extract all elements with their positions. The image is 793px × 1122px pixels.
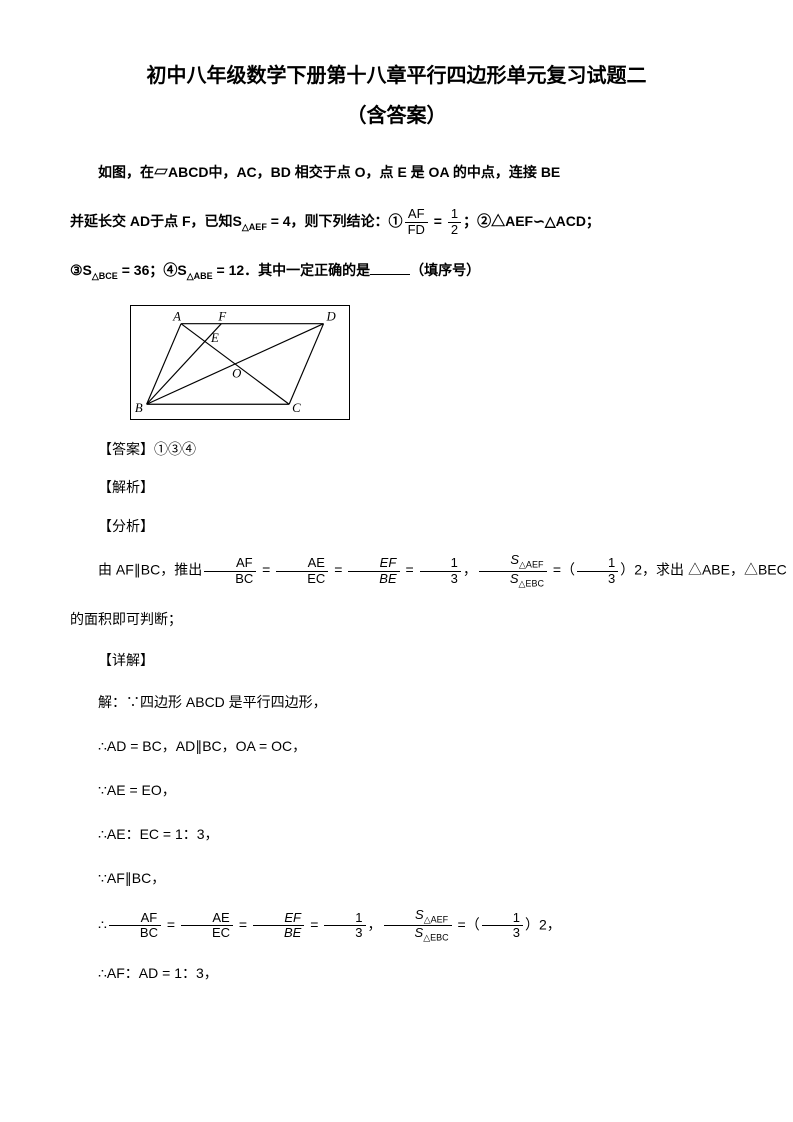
numerator: EF: [348, 556, 399, 571]
text: = 12．其中一定正确的是: [213, 262, 371, 278]
text: =: [330, 562, 346, 578]
fraction: 13: [577, 556, 618, 586]
subscript: △ABE: [187, 271, 213, 281]
fraction: AFFD: [405, 207, 428, 237]
text: =（: [549, 562, 575, 578]
text: =（: [454, 916, 480, 932]
page-title: 初中八年级数学下册第十八章平行四边形单元复习试题二: [70, 60, 723, 92]
text: =: [258, 562, 274, 578]
text: ，: [463, 562, 477, 578]
denominator: BE: [253, 926, 304, 940]
svg-text:O: O: [232, 367, 241, 381]
fraction: S△AEFS△EBC: [384, 908, 452, 944]
fraction: 13: [324, 911, 365, 941]
denominator: 3: [482, 926, 523, 940]
numerator: 1: [448, 207, 461, 222]
numerator: S△AEF: [384, 908, 452, 926]
blank-line: [370, 261, 410, 275]
numerator: EF: [253, 911, 304, 926]
denominator: 2: [448, 223, 461, 237]
text: = 36；④S: [118, 262, 187, 278]
fraction: AFBC: [204, 556, 256, 586]
numerator: 1: [420, 556, 461, 571]
svg-text:A: A: [172, 310, 181, 324]
fraction: 13: [482, 911, 523, 941]
text: （填序号）: [410, 262, 480, 278]
text: ；②△AEF∽△ACD；: [463, 213, 600, 229]
fraction: AEEC: [276, 556, 328, 586]
step-1: 解：∵四边形 ABCD 是平行四边形，: [70, 688, 723, 716]
step-5: ∵AF∥BC，: [70, 864, 723, 892]
denominator: BE: [348, 572, 399, 586]
text: ∴: [98, 916, 107, 932]
text: ）2，: [525, 916, 561, 932]
svg-text:B: B: [135, 401, 143, 415]
numerator: 1: [482, 911, 523, 926]
text: ）2，求出 △ABE，△BEC: [620, 562, 786, 578]
numerator: AF: [109, 911, 161, 926]
text: 并延长交 AD于点 F，已知S: [70, 213, 242, 229]
text: =: [235, 916, 251, 932]
numerator: AE: [276, 556, 328, 571]
fenxi-line-end: 的面积即可判断；: [70, 605, 723, 633]
numerator: AF: [204, 556, 256, 571]
text: = 4，则下列结论：①: [267, 213, 403, 229]
denominator: BC: [204, 572, 256, 586]
denominator: 3: [324, 926, 365, 940]
text: ③S: [70, 262, 92, 278]
text: =: [430, 213, 446, 229]
xiangjie-header: 【详解】: [70, 649, 723, 671]
problem-line-3: ③S△BCE = 36；④S△ABE = 12．其中一定正确的是 （填序号）: [70, 255, 723, 287]
step-4: ∴AE：EC = 1：3，: [70, 820, 723, 848]
denominator: S△EBC: [479, 572, 547, 589]
numerator: 1: [324, 911, 365, 926]
subscript: △AEF: [242, 222, 267, 232]
svg-text:C: C: [292, 401, 301, 415]
answer-value: ①③④: [154, 441, 196, 457]
geometry-diagram: A B C D EF O: [130, 305, 350, 420]
denominator: EC: [181, 926, 233, 940]
step-7: ∴AF：AD = 1：3，: [70, 959, 723, 987]
denominator: BC: [109, 926, 161, 940]
denominator: 3: [420, 572, 461, 586]
answer-label: 【答案】: [98, 441, 154, 457]
text: =: [163, 916, 179, 932]
fenxi-header: 【分析】: [70, 515, 723, 537]
svg-text:E: E: [210, 331, 219, 345]
denominator: FD: [405, 223, 428, 237]
fenxi-line: 由 AF∥BC，推出AFBC = AEEC = EFBE = 13，S△AEFS…: [70, 553, 723, 589]
answer-section: 【答案】①③④: [70, 438, 723, 460]
text: =: [402, 562, 418, 578]
denominator: 3: [577, 572, 618, 586]
jiexi-header: 【解析】: [70, 476, 723, 498]
denominator: EC: [276, 572, 328, 586]
numerator: AE: [181, 911, 233, 926]
page-subtitle: （含答案）: [70, 100, 723, 132]
text: ，: [368, 916, 382, 932]
step-3: ∵AE = EO，: [70, 776, 723, 804]
denominator: S△EBC: [384, 926, 452, 943]
fraction: 13: [420, 556, 461, 586]
fraction: EFBE: [348, 556, 399, 586]
numerator: S△AEF: [479, 553, 547, 571]
step-6: ∴AFBC = AEEC = EFBE = 13，S△AEFS△EBC =（13…: [70, 908, 723, 944]
text: 由 AF∥BC，推出: [98, 562, 202, 578]
fraction: AEEC: [181, 911, 233, 941]
numerator: 1: [577, 556, 618, 571]
fraction: EFBE: [253, 911, 304, 941]
numerator: AF: [405, 207, 428, 222]
fraction: 12: [448, 207, 461, 237]
subscript: △BCE: [92, 271, 118, 281]
svg-text:D: D: [325, 310, 336, 324]
text: =: [306, 916, 322, 932]
problem-line-2: 并延长交 AD于点 F，已知S△AEF = 4，则下列结论：①AFFD = 12…: [70, 206, 723, 238]
step-2: ∴AD = BC，AD∥BC，OA = OC，: [70, 732, 723, 760]
fraction: S△AEFS△EBC: [479, 553, 547, 589]
fraction: AFBC: [109, 911, 161, 941]
problem-line-1: 如图，在▱ABCD中，AC，BD 相交于点 O，点 E 是 OA 的中点，连接 …: [70, 157, 723, 188]
svg-text:F: F: [217, 310, 226, 324]
